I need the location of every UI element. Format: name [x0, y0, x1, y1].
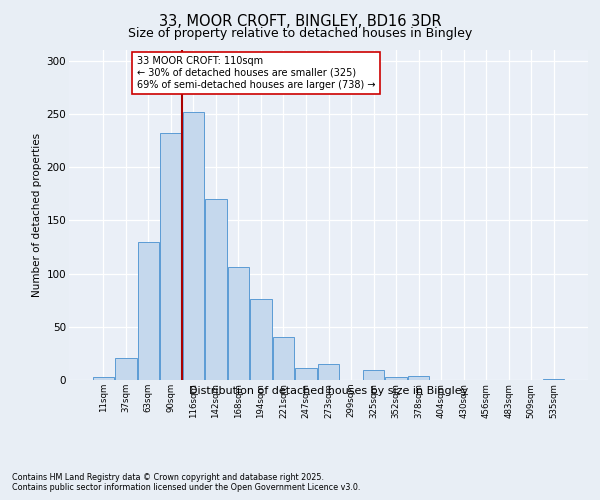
Bar — [115, 358, 137, 380]
Text: 33 MOOR CROFT: 110sqm
← 30% of detached houses are smaller (325)
69% of semi-det: 33 MOOR CROFT: 110sqm ← 30% of detached … — [137, 56, 376, 90]
Bar — [92, 377, 114, 380]
Text: Contains public sector information licensed under the Open Government Licence v3: Contains public sector information licen… — [12, 484, 361, 492]
Y-axis label: Number of detached properties: Number of detached properties — [32, 133, 43, 297]
Bar — [182, 112, 204, 380]
Bar — [363, 370, 384, 380]
Bar — [318, 364, 339, 380]
Bar — [295, 368, 317, 380]
Bar — [250, 299, 272, 380]
Text: Contains HM Land Registry data © Crown copyright and database right 2025.: Contains HM Land Registry data © Crown c… — [12, 472, 324, 482]
Text: Size of property relative to detached houses in Bingley: Size of property relative to detached ho… — [128, 28, 472, 40]
Bar — [408, 376, 429, 380]
Bar — [228, 267, 249, 380]
Bar — [273, 338, 294, 380]
Bar — [137, 242, 159, 380]
Text: 33, MOOR CROFT, BINGLEY, BD16 3DR: 33, MOOR CROFT, BINGLEY, BD16 3DR — [158, 14, 442, 29]
Bar — [385, 377, 407, 380]
Bar — [160, 133, 182, 380]
Text: Distribution of detached houses by size in Bingley: Distribution of detached houses by size … — [189, 386, 469, 396]
Bar — [543, 379, 565, 380]
Bar — [205, 199, 227, 380]
